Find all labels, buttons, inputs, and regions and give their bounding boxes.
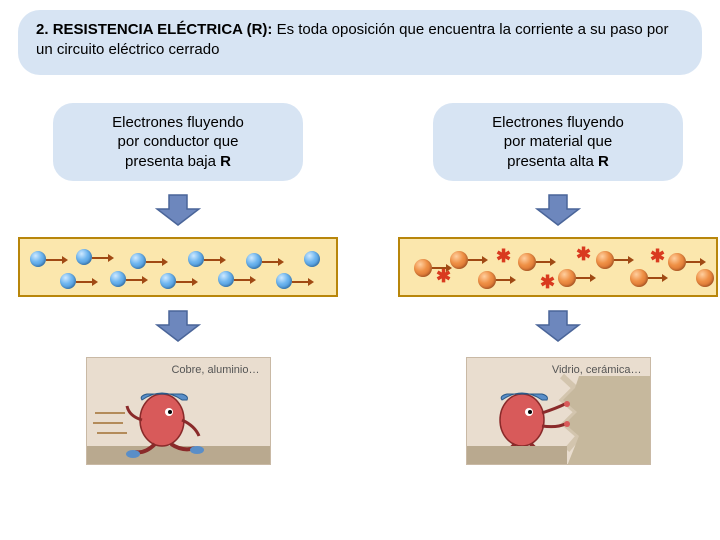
right-column: Electrones fluyendo por material que pre… [398, 103, 718, 466]
electron-icon [668, 253, 686, 271]
electron-icon [276, 273, 292, 289]
electron-icon [160, 273, 176, 289]
down-arrow-icon [535, 193, 581, 227]
flow-arrow-icon [686, 261, 700, 263]
electron-icon [246, 253, 262, 269]
electron-icon [60, 273, 76, 289]
left-label-line2: por conductor que [73, 132, 283, 152]
electron-icon [630, 269, 648, 287]
flow-arrow-icon [292, 281, 308, 283]
electron-icon [696, 269, 714, 287]
collision-spark-icon: ✱ [576, 245, 591, 263]
down-arrow-icon [155, 193, 201, 227]
flow-arrow-icon [262, 261, 278, 263]
collision-spark-icon: ✱ [650, 247, 665, 265]
electron-icon [30, 251, 46, 267]
down-arrow-icon [155, 309, 201, 343]
left-cartoon-panel: Cobre, aluminio… [86, 357, 271, 465]
flow-arrow-icon [46, 259, 62, 261]
electron-icon [110, 271, 126, 287]
collision-spark-icon: ✱ [496, 247, 511, 265]
right-label-line3: presenta alta R [453, 152, 663, 172]
down-arrow-icon [535, 309, 581, 343]
electron-icon [130, 253, 146, 269]
flow-arrow-icon [614, 259, 628, 261]
left-column: Electrones fluyendo por conductor que pr… [18, 103, 338, 466]
flow-arrow-icon [204, 259, 220, 261]
flow-arrow-icon [648, 277, 662, 279]
flow-arrow-icon [92, 257, 108, 259]
flow-arrow-icon [432, 267, 446, 269]
ground [467, 446, 567, 464]
left-label-line1: Electrones fluyendo [73, 113, 283, 133]
flow-arrow-icon [234, 279, 250, 281]
flow-arrow-icon [496, 279, 510, 281]
columns-row: Electrones fluyendo por conductor que pr… [18, 103, 702, 466]
flow-arrow-icon [536, 261, 550, 263]
section-title: RESISTENCIA ELÉCTRICA (R): [53, 21, 273, 38]
electron-icon [188, 251, 204, 267]
flow-arrow-icon [76, 281, 92, 283]
flow-arrow-icon [146, 261, 162, 263]
electron-icon [450, 251, 468, 269]
flow-arrow-icon [576, 277, 590, 279]
flow-arrow-icon [126, 279, 142, 281]
section-number: 2. [36, 21, 49, 38]
electron-icon [596, 251, 614, 269]
definition-box: 2. RESISTENCIA ELÉCTRICA (R): Es toda op… [18, 10, 702, 75]
right-label-line1: Electrones fluyendo [453, 113, 663, 133]
collision-spark-icon: ✱ [540, 273, 555, 291]
right-cartoon-panel: Vidrio, cerámica… [466, 357, 651, 465]
electron-icon [558, 269, 576, 287]
left-flow-strip [18, 237, 338, 297]
electron-icon [304, 251, 320, 267]
left-label-line3: presenta baja R [73, 152, 283, 172]
electron-icon [478, 271, 496, 289]
right-label-line2: por material que [453, 132, 663, 152]
electron-icon [218, 271, 234, 287]
electron-icon [414, 259, 432, 277]
right-flow-strip: ✱✱✱✱✱ [398, 237, 718, 297]
left-label-box: Electrones fluyendo por conductor que pr… [53, 103, 303, 182]
electron-icon [518, 253, 536, 271]
electron-icon [76, 249, 92, 265]
flow-arrow-icon [176, 281, 192, 283]
flow-arrow-icon [468, 259, 482, 261]
right-label-box: Electrones fluyendo por material que pre… [433, 103, 683, 182]
runner-illustration [87, 358, 271, 465]
